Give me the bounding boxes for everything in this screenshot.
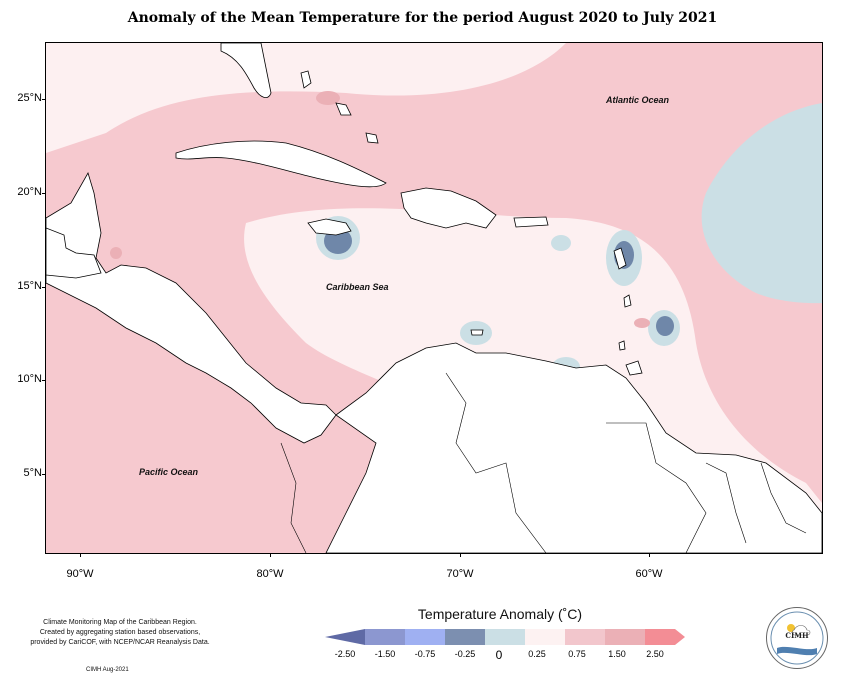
credit-line-3: provided by CariCOF, with NCEP/NCAR Rean…	[30, 639, 210, 646]
lon-tick-60w	[649, 553, 650, 557]
map-title: Anomaly of the Mean Temperature for the …	[127, 10, 718, 26]
lat-label-10n: 10°N	[17, 373, 42, 385]
lat-label-5n: 5°N	[23, 467, 42, 479]
border-guyana-suriname	[705, 462, 747, 544]
bahamas-island-1	[300, 70, 312, 89]
grenada	[618, 340, 626, 351]
guadeloupe	[613, 247, 627, 270]
lat-tick-20n	[42, 193, 46, 194]
wave-icon	[777, 646, 817, 656]
legend-label: 0.75	[568, 649, 586, 659]
lon-label-80w: 80°W	[256, 568, 284, 580]
legend-label: 1.50	[608, 649, 626, 659]
trinidad	[625, 360, 643, 376]
cloud-icon	[792, 625, 811, 636]
bahamas-island-2	[335, 102, 352, 116]
lat-tick-5n	[42, 474, 46, 475]
central-america	[46, 171, 337, 444]
legend-swatch	[565, 629, 605, 645]
credit-line-2: Created by aggregating station based obs…	[39, 629, 201, 636]
martinique	[623, 294, 632, 308]
country-borders	[280, 372, 807, 553]
cuba	[175, 140, 387, 188]
logo-text: CIMH	[785, 631, 809, 640]
legend-swatch	[605, 629, 645, 645]
lat-tick-25n	[42, 99, 46, 100]
legend-colorbar	[325, 629, 685, 645]
caribbean-sea-label: Caribbean Sea	[326, 282, 389, 292]
legend-swatch	[365, 629, 405, 645]
legend-label: 2.50	[646, 649, 664, 659]
legend-swatch	[445, 629, 485, 645]
border-venezuela-guyana	[606, 422, 707, 553]
legend-swatch	[645, 629, 685, 645]
border-panama-colombia	[280, 442, 307, 553]
atlantic-ocean-label: Atlantic Ocean	[606, 95, 670, 105]
legend-swatch	[525, 629, 565, 645]
lon-tick-80w	[270, 553, 271, 557]
lat-label-15n: 15°N	[17, 280, 42, 292]
pacific-ocean-label: Pacific Ocean	[139, 467, 199, 477]
legend-label: -0.25	[454, 649, 476, 659]
curacao	[470, 329, 484, 336]
lat-tick-10n	[42, 380, 46, 381]
logo-emblem	[770, 611, 824, 665]
border-colombia-venezuela	[445, 372, 547, 553]
legend-label: 0	[495, 648, 503, 662]
legend-swatch	[405, 629, 445, 645]
lon-label-60w: 60°W	[635, 568, 663, 580]
florida	[220, 43, 272, 98]
cool-anomaly-atlantic	[701, 103, 822, 304]
legend-swatch	[325, 629, 365, 645]
credits-block: Climate Monitoring Map of the Caribbean …	[20, 618, 220, 648]
legend-label: -0.75	[414, 649, 436, 659]
credit-stamp: CIMH Aug-2021	[86, 667, 129, 673]
legend-label: 0.25	[528, 649, 546, 659]
neutral-anomaly-north	[46, 43, 566, 153]
hispaniola	[400, 187, 497, 229]
warm-spot-belize	[110, 247, 122, 259]
sun-icon	[787, 624, 795, 632]
lat-tick-15n	[42, 287, 46, 288]
anomaly-map	[45, 42, 823, 554]
legend-swatch	[485, 629, 525, 645]
lon-label-90w: 90°W	[66, 568, 94, 580]
puerto-rico	[513, 216, 549, 228]
yucatan	[46, 227, 102, 279]
border-suriname-guiana	[760, 462, 807, 534]
warm-spot-bahamas	[316, 91, 340, 105]
warm-spot-lesser-antilles	[634, 318, 650, 328]
legend-labels: -2.50 -1.50 -0.75 -0.25 0 0.25 0.75 1.50…	[315, 648, 685, 663]
cool-spot-barbados-inner	[656, 316, 674, 336]
cool-spot-virgin-islands	[551, 235, 571, 251]
map-canvas	[46, 43, 822, 553]
logo-ring	[770, 611, 824, 665]
lat-label-20n: 20°N	[17, 186, 42, 198]
jamaica	[307, 218, 352, 236]
bahamas-island-3	[365, 132, 379, 144]
lat-label-25n: 25°N	[17, 92, 42, 104]
lon-tick-70w	[460, 553, 461, 557]
legend-title: Temperature Anomaly (˚C)	[417, 606, 583, 622]
legend-label: -1.50	[374, 649, 396, 659]
cimh-logo: CIMH	[766, 607, 828, 669]
legend-label: -2.50	[334, 649, 356, 659]
lon-tick-90w	[80, 553, 81, 557]
credit-line-1: Climate Monitoring Map of the Caribbean …	[43, 619, 197, 626]
lon-label-70w: 70°W	[446, 568, 474, 580]
